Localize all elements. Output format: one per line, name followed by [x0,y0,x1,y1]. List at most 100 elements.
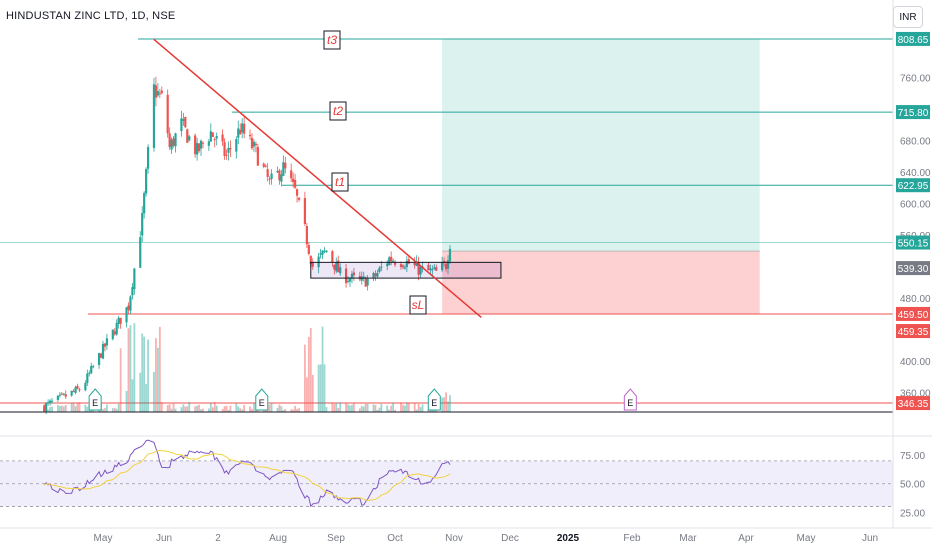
volume-bar [345,402,347,412]
candle-body [307,245,310,254]
volume-bar [200,409,202,412]
volume-bar [143,336,146,412]
volume-bar [235,403,238,412]
volume-bar [335,402,338,412]
candle-body [297,197,301,200]
volume-bar [445,392,447,412]
rsi-ma-line [43,449,451,501]
candle-body [372,273,375,278]
volume-bar [270,403,273,412]
volume-bar [407,402,410,412]
volume-bar [349,405,351,412]
volume-bar [441,397,444,412]
candle-body [388,257,391,265]
volume-bar [147,339,149,412]
candle-body [188,136,191,141]
price-tick-label: 360.00 [900,388,931,399]
candle-body [250,137,254,149]
volume-bar [337,408,340,412]
volume-bar [321,326,324,412]
volume-bar [280,406,283,412]
candle-body [133,268,136,290]
candle-body [248,134,252,137]
candle-body [446,260,450,269]
time-tick-label: Jun [862,533,878,544]
label-t3: t3 [327,33,337,47]
volume-bar [304,344,306,412]
candle-body [433,267,436,269]
volume-bar [388,409,391,412]
volume-bar [380,403,383,412]
volume-bar [447,401,449,412]
rsi-tick-label: 25.00 [900,508,925,519]
volume-bar [186,406,189,412]
candle-body [235,139,238,152]
candle-body [305,226,308,245]
price-tick-label: 400.00 [900,357,931,368]
candle-body [145,169,148,194]
time-tick-label: May [797,533,816,544]
price-badge-bg [896,105,930,120]
price-badge-bg [896,31,930,46]
volume-bar [47,409,50,412]
volume-bar [102,409,104,412]
volume-bar [360,406,363,412]
candle-body [386,263,389,267]
volume-bar [180,407,183,412]
candle-body [223,142,226,156]
candle-body [143,192,146,214]
volume-bar [133,323,136,412]
candle-body [331,251,334,263]
candle-body [268,178,271,180]
candle-body [47,402,50,404]
volume-bar [229,405,232,412]
volume-bar [117,403,120,412]
volume-bar [84,404,87,412]
volume-bar [319,364,322,412]
earnings-marker [623,388,637,411]
candle-body [256,147,259,166]
candle-body [380,266,383,268]
candle-body [295,189,299,196]
volume-bar [394,409,396,412]
time-tick-label: 2025 [557,533,580,544]
volume-bar [207,408,210,412]
volume-bar [253,403,255,412]
volume-bar [243,404,246,412]
candle-body [180,118,183,132]
volume-bar [239,408,242,412]
label-t2: t2 [333,104,343,118]
volume-bar [390,405,393,412]
candle-body [311,262,314,267]
volume-bar [249,406,251,412]
candle-body [115,322,118,335]
volume-bar [282,409,285,412]
earnings-label: E [627,398,633,408]
candle-body [339,267,342,274]
volume-bar [166,405,169,412]
candle-body [221,134,224,142]
volume-bar [374,405,377,412]
volume-bar [237,406,240,412]
volume-bar [160,402,163,412]
candle-body [319,253,322,255]
candle-body [323,250,326,252]
candle-body [199,140,203,149]
candle-body [229,147,232,150]
candle-body [86,373,89,384]
price-badge-label: 622.95 [898,181,929,192]
volume-bar [400,402,402,412]
time-tick-label: Jun [156,533,172,544]
price-badge-low: 346.35 [896,396,930,411]
volume-bar [58,405,61,412]
candle-body [194,135,197,155]
candle-body [113,331,116,335]
candle-body [390,256,393,262]
volume-bar [172,402,175,412]
candle-body [239,129,242,135]
candle-body [125,307,128,323]
price-badge-label: 550.15 [898,239,929,250]
volume-bar [115,408,118,412]
candle-body [282,162,285,176]
